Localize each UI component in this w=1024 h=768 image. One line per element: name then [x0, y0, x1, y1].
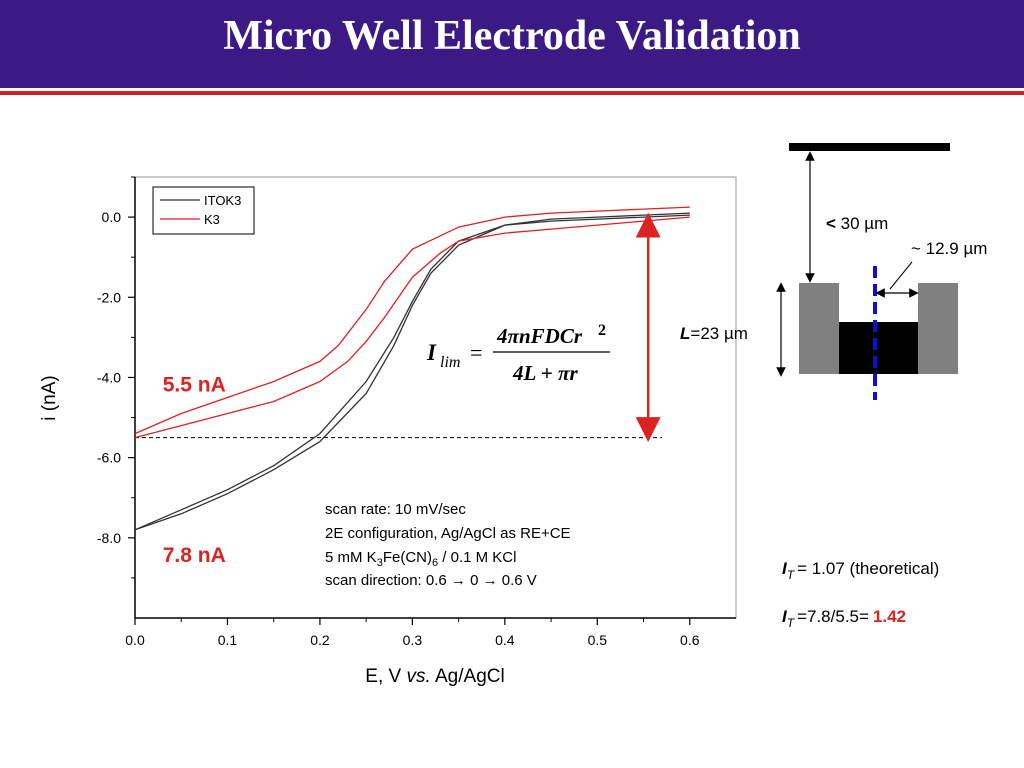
- slide-title: Micro Well Electrode Validation: [223, 13, 801, 59]
- experiment-conditions: scan rate: 10 mV/sec 2E configuration, A…: [325, 501, 571, 589]
- y-tick-label: -2.0: [97, 289, 121, 305]
- x-axis-label: E, V vs. Ag/AgCl: [365, 666, 504, 687]
- well-bottom-electrode: [839, 322, 918, 374]
- results: IT = 1.07 (theoretical) IT =7.8/5.5= 1.42: [782, 559, 939, 630]
- x-tick-label: 0.3: [403, 632, 423, 648]
- svg-text:4πnFDCr: 4πnFDCr: [496, 324, 583, 348]
- series-itok3-forward: [134, 214, 690, 531]
- microwell-diagram: < 30 µm ~ 12.9 µm L=23 µm: [680, 143, 987, 400]
- title-bar: [0, 0, 1024, 88]
- series-k3-forward: [134, 216, 690, 439]
- x-tick-label: 0.2: [310, 632, 330, 648]
- well-wall-left: [799, 283, 839, 374]
- x-tick-label: 0.1: [218, 632, 238, 648]
- theoretical-result: IT = 1.07 (theoretical): [782, 559, 939, 582]
- y-axis-label: i (nA): [39, 375, 60, 420]
- series-itok3-reverse: [134, 212, 690, 531]
- y-tick-label: -6.0: [97, 450, 121, 466]
- svg-text:2E configuration, Ag/AgCl as R: 2E configuration, Ag/AgCl as RE+CE: [325, 525, 571, 542]
- y-tick-label: -4.0: [97, 369, 121, 385]
- y-tick-label: 0.0: [102, 209, 122, 225]
- svg-text:5 mM K3Fe(CN)6 / 0.1 M KCl: 5 mM K3Fe(CN)6 / 0.1 M KCl: [325, 549, 516, 569]
- svg-text:=: =: [470, 340, 482, 365]
- svg-text:scan direction: 0.6 → 0 → 0.6: scan direction: 0.6 → 0 → 0.6 V: [325, 572, 537, 589]
- svg-text:4L + πr: 4L + πr: [512, 361, 578, 385]
- limiting-current-equation: I lim = 4πnFDCr 2 4L + πr: [426, 322, 610, 385]
- current-label-7.8: 7.8 nA: [163, 544, 226, 567]
- depth-label: L=23 µm: [680, 324, 748, 343]
- gap-label: < 30 µm: [826, 214, 888, 233]
- legend-label-k3: K3: [204, 212, 220, 227]
- experimental-result: IT =7.8/5.5= 1.42: [782, 607, 906, 630]
- legend: ITOK3 K3: [152, 186, 255, 235]
- series-k3-reverse: [134, 206, 690, 435]
- y-tick-label: -8.0: [97, 530, 121, 546]
- x-tick-label: 0.6: [680, 632, 700, 648]
- series-group: [134, 206, 690, 531]
- radius-leader: [889, 261, 913, 290]
- top-electrode-bar: [789, 143, 950, 151]
- tick-labels: 0.0 0.1 0.2 0.3 0.4 0.5 0.6 0.0 -2.0 -4.0 -6.0 -8.0: [97, 209, 700, 648]
- svg-text:scan rate: 10 mV/sec: scan rate: 10 mV/sec: [325, 501, 466, 518]
- title-accent-line: [0, 91, 1024, 95]
- x-tick-label: 0.5: [588, 632, 608, 648]
- legend-label-itok3: ITOK3: [204, 193, 241, 208]
- x-tick-label: 0.4: [495, 632, 515, 648]
- well-wall-right: [918, 283, 958, 374]
- axis-ticks: [128, 176, 691, 625]
- current-label-5.5: 5.5 nA: [163, 373, 226, 396]
- svg-text:lim: lim: [440, 354, 460, 371]
- x-tick-label: 0.0: [125, 632, 145, 648]
- svg-text:2: 2: [598, 322, 606, 339]
- radius-label: ~ 12.9 µm: [911, 239, 987, 258]
- svg-text:I: I: [426, 340, 437, 365]
